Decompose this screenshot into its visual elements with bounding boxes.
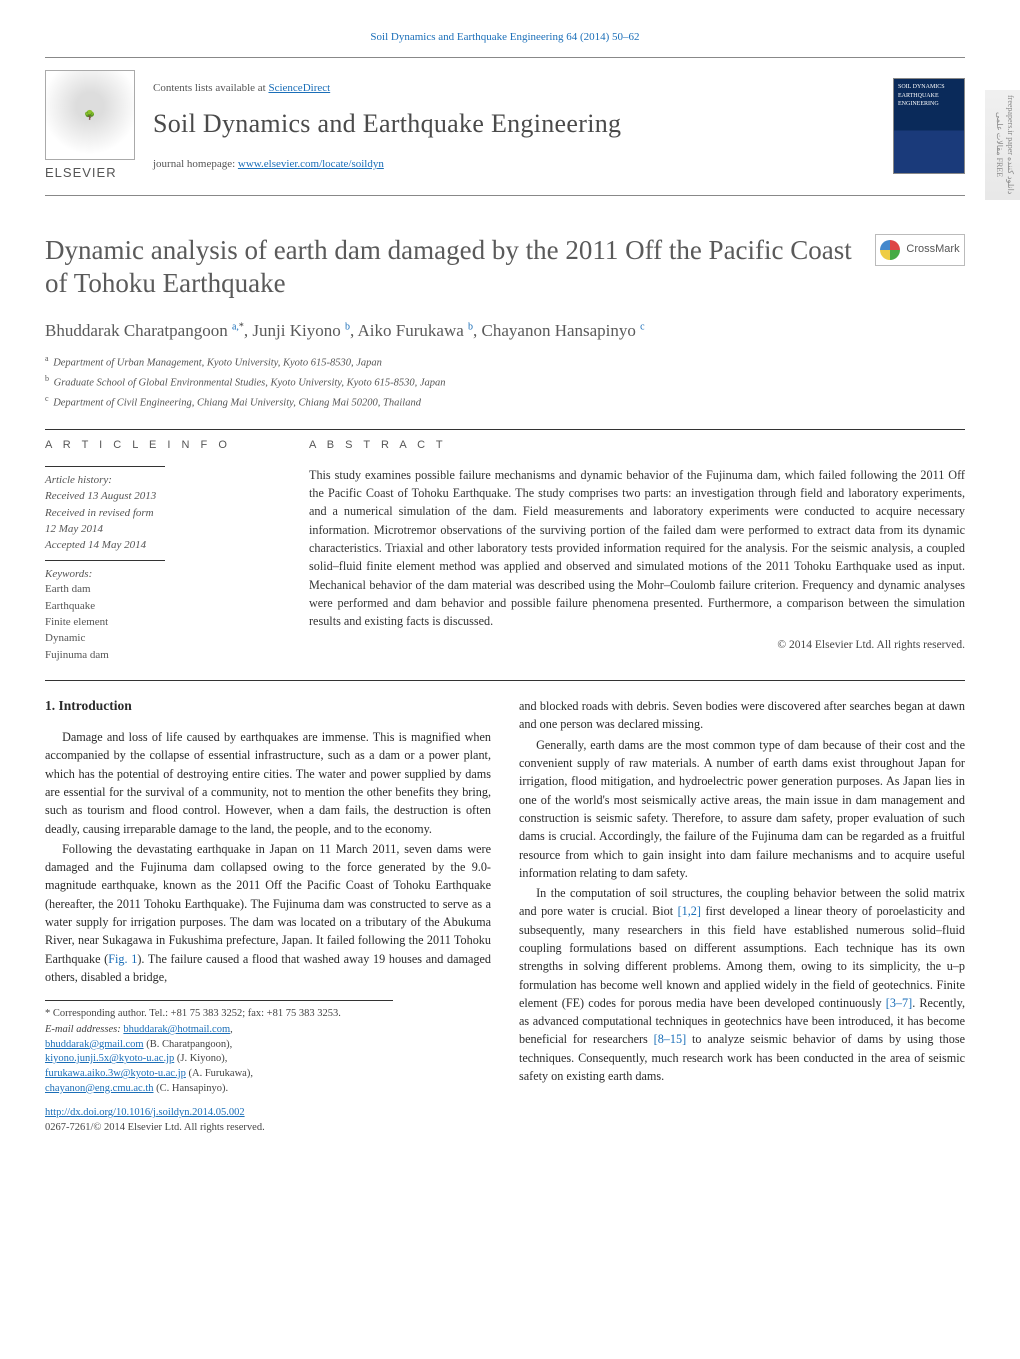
body-columns: 1. Introduction Damage and loss of life … (45, 697, 965, 1136)
email-link[interactable]: bhuddarak@gmail.com (45, 1039, 144, 1050)
contents-line: Contents lists available at ScienceDirec… (153, 81, 875, 96)
mini-divider (45, 560, 165, 561)
left-column: 1. Introduction Damage and loss of life … (45, 697, 491, 1136)
email-label: E-mail addresses: (45, 1024, 123, 1035)
running-head-link[interactable]: Soil Dynamics and Earthquake Engineering… (45, 30, 965, 45)
masthead: 🌳 ELSEVIER Contents lists available at S… (45, 57, 965, 195)
divider (45, 680, 965, 681)
email-tail: , (230, 1024, 233, 1035)
citation-ref[interactable]: [1,2] (678, 904, 701, 918)
crossmark-icon (880, 240, 900, 260)
keyword-item: Finite element (45, 615, 275, 630)
publisher-logo-block: 🌳 ELSEVIER (45, 70, 135, 182)
email-addresses: E-mail addresses: bhuddarak@hotmail.com,… (45, 1023, 393, 1096)
sciencedirect-link[interactable]: ScienceDirect (268, 82, 330, 94)
footnotes: * Corresponding author. Tel.: +81 75 383… (45, 1000, 393, 1096)
crossmark-label: CrossMark (906, 242, 959, 257)
body-paragraph: Damage and loss of life caused by earthq… (45, 728, 491, 838)
journal-homepage-line: journal homepage: www.elsevier.com/locat… (153, 157, 875, 172)
body-paragraph: Following the devastating earthquake in … (45, 840, 491, 986)
email-tail: (A. Furukawa), (186, 1068, 253, 1079)
citation-ref[interactable]: [8–15] (654, 1032, 687, 1046)
email-tail: (C. Hansapinyo). (154, 1083, 229, 1094)
article-history: Article history: Received 13 August 2013… (45, 473, 275, 554)
abstract-label: A B S T R A C T (309, 430, 965, 459)
body-paragraph: Generally, earth dams are the most commo… (519, 736, 965, 882)
elsevier-tree-icon: 🌳 (45, 70, 135, 160)
history-line: 12 May 2014 (45, 522, 275, 537)
keywords-list: Earth dam EarthquakeFinite elementDynamic… (45, 582, 275, 663)
article-title: Dynamic analysis of earth dam damaged by… (45, 234, 855, 302)
section-heading-intro: 1. Introduction (45, 697, 491, 716)
mini-divider (45, 466, 165, 467)
journal-cover-thumb: SOIL DYNAMICS EARTHQUAKE ENGINEERING (893, 78, 965, 174)
citation-ref[interactable]: [3–7] (886, 996, 912, 1010)
publisher-name: ELSEVIER (45, 164, 135, 182)
keyword-item: Fujinuma dam (45, 648, 275, 663)
article-info-col: A R T I C L E I N F O Article history: R… (45, 430, 275, 664)
journal-homepage-link[interactable]: www.elsevier.com/locate/soildyn (238, 158, 384, 170)
history-line: Received 13 August 2013 (45, 489, 275, 504)
copyright-line: © 2014 Elsevier Ltd. All rights reserved… (309, 637, 965, 653)
figure-ref[interactable]: Fig. 1 (108, 952, 137, 966)
issn-line: 0267-7261/© 2014 Elsevier Ltd. All right… (45, 1122, 265, 1133)
email-tail: (B. Charatpangoon), (144, 1039, 233, 1050)
right-column: and blocked roads with debris. Seven bod… (519, 697, 965, 1136)
affiliation-line: a Department of Urban Management, Kyoto … (45, 353, 965, 371)
contents-prefix: Contents lists available at (153, 82, 268, 94)
body-paragraph: In the computation of soil structures, t… (519, 884, 965, 1085)
doi-block: http://dx.doi.org/10.1016/j.soildyn.2014… (45, 1106, 491, 1135)
abstract-text: This study examines possible failure mec… (309, 466, 965, 631)
masthead-center: Contents lists available at ScienceDirec… (153, 81, 875, 172)
side-banner: freepapers.ir paper دانلود کننده مقالات … (985, 90, 1020, 200)
affiliations: a Department of Urban Management, Kyoto … (45, 353, 965, 412)
keywords-label: Keywords: (45, 567, 275, 582)
article-info-label: A R T I C L E I N F O (45, 430, 275, 459)
history-line: Received in revised form (45, 506, 275, 521)
keyword-item: Earth dam (45, 582, 275, 597)
keyword-item: Earthquake (45, 599, 275, 614)
page: Soil Dynamics and Earthquake Engineering… (0, 0, 1020, 1166)
email-tail: (J. Kiyono), (174, 1053, 227, 1064)
author-list: Bhuddarak Charatpangoon a,*, Junji Kiyon… (45, 319, 965, 343)
email-link[interactable]: kiyono.junji.5x@kyoto-u.ac.jp (45, 1053, 174, 1064)
crossmark-badge[interactable]: CrossMark (875, 234, 965, 266)
home-prefix: journal homepage: (153, 158, 238, 170)
email-link[interactable]: chayanon@eng.cmu.ac.th (45, 1083, 154, 1094)
history-line: Accepted 14 May 2014 (45, 538, 275, 553)
history-label: Article history: (45, 473, 275, 488)
doi-link[interactable]: http://dx.doi.org/10.1016/j.soildyn.2014… (45, 1107, 245, 1118)
body-paragraph: and blocked roads with debris. Seven bod… (519, 697, 965, 734)
affiliation-line: c Department of Civil Engineering, Chian… (45, 393, 965, 411)
keyword-item: Dynamic (45, 631, 275, 646)
journal-title: Soil Dynamics and Earthquake Engineering (153, 106, 875, 142)
abstract-col: A B S T R A C T This study examines poss… (309, 430, 965, 664)
email-link[interactable]: furukawa.aiko.3w@kyoto-u.ac.jp (45, 1068, 186, 1079)
corresponding-author: * Corresponding author. Tel.: +81 75 383… (45, 1007, 393, 1022)
email-link[interactable]: bhuddarak@hotmail.com (123, 1024, 230, 1035)
cover-label: SOIL DYNAMICS EARTHQUAKE ENGINEERING (898, 83, 960, 108)
affiliation-line: b Graduate School of Global Environmenta… (45, 373, 965, 391)
